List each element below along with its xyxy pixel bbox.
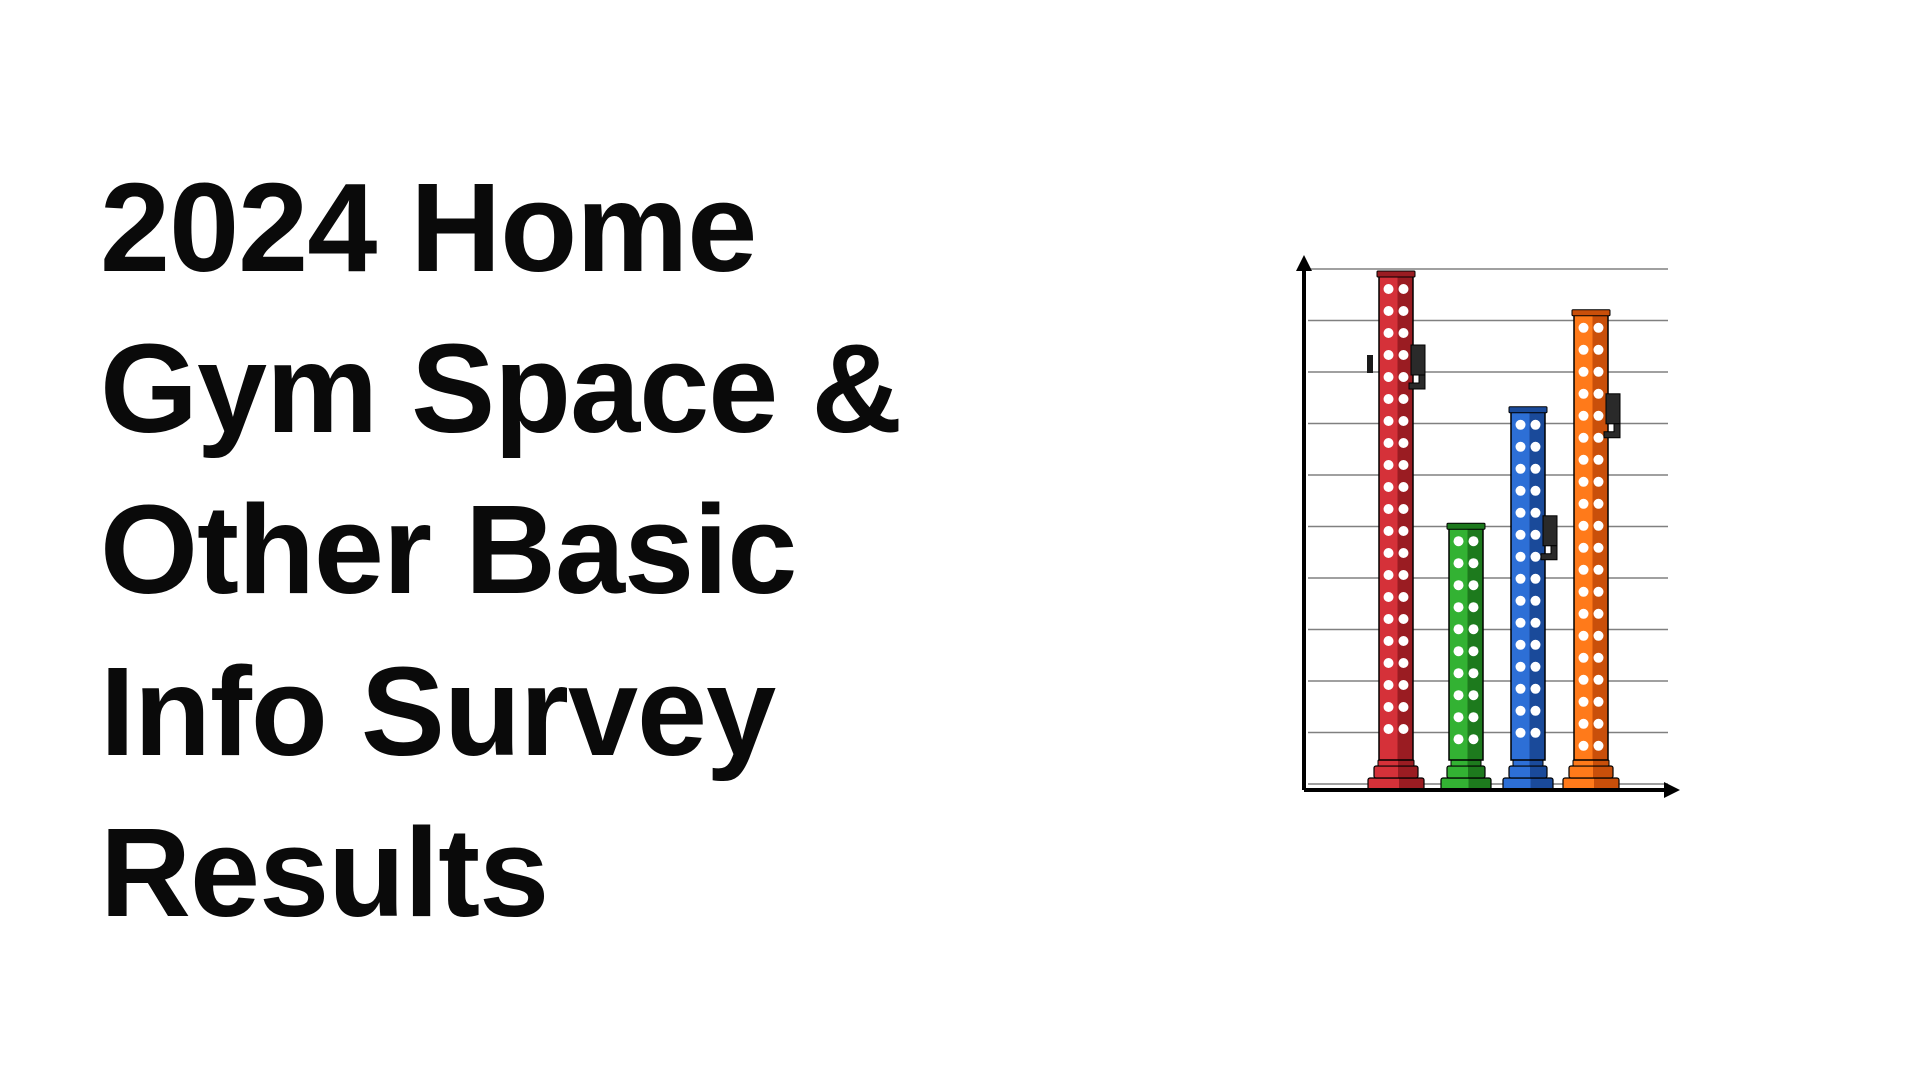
page-title: 2024 Home Gym Space & Other Basic Info S…	[100, 147, 1000, 953]
bar-chart-illustration	[1290, 245, 1690, 805]
title-block: 2024 Home Gym Space & Other Basic Info S…	[100, 127, 1000, 953]
bar-chart-svg	[1290, 245, 1690, 805]
slide-container: 2024 Home Gym Space & Other Basic Info S…	[0, 0, 1920, 1080]
